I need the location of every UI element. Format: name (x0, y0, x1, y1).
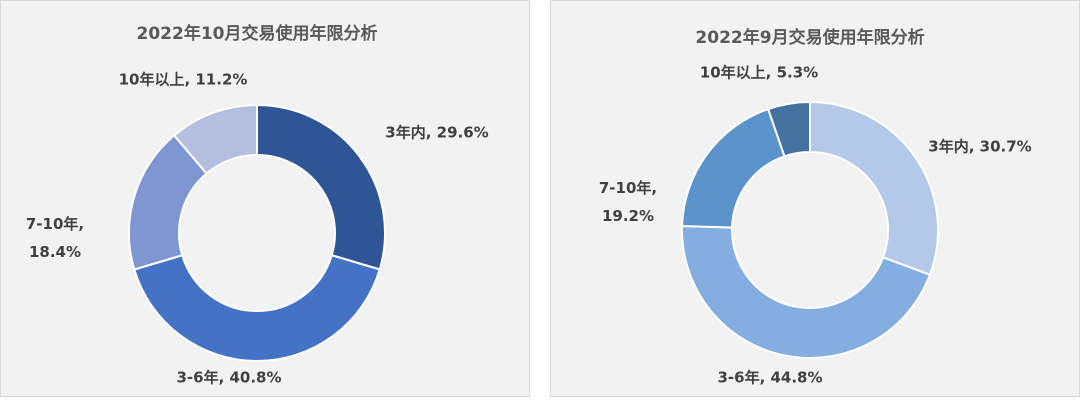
data-label: 3年内, 30.7% (928, 138, 1031, 156)
chart-title: 2022年10月交易使用年限分析 (137, 23, 378, 44)
donut-slice (681, 224, 932, 359)
data-label-line: 18.4% (29, 243, 81, 261)
data-label: 3-6年, 40.8% (176, 369, 281, 387)
donut-slice (256, 103, 386, 271)
data-label: 7-10年, 19.2% (599, 179, 657, 225)
data-label: 7-10年, 18.4% (26, 215, 84, 261)
data-label: 10年以上, 5.3% (700, 64, 818, 82)
data-label-line: 7-10年, (599, 179, 657, 197)
chart-title: 2022年9月交易使用年限分析 (695, 27, 924, 48)
data-label: 10年以上, 11.2% (119, 71, 248, 89)
donut-slice (172, 103, 258, 175)
data-label-line: 7-10年, (26, 215, 84, 233)
donut-slice (133, 253, 381, 362)
data-label: 3年内, 29.6% (385, 124, 488, 142)
donut-slice (809, 100, 939, 277)
data-label: 3-6年, 44.8% (717, 369, 822, 387)
donut-slice (766, 100, 811, 158)
data-label-line: 19.2% (602, 207, 654, 225)
